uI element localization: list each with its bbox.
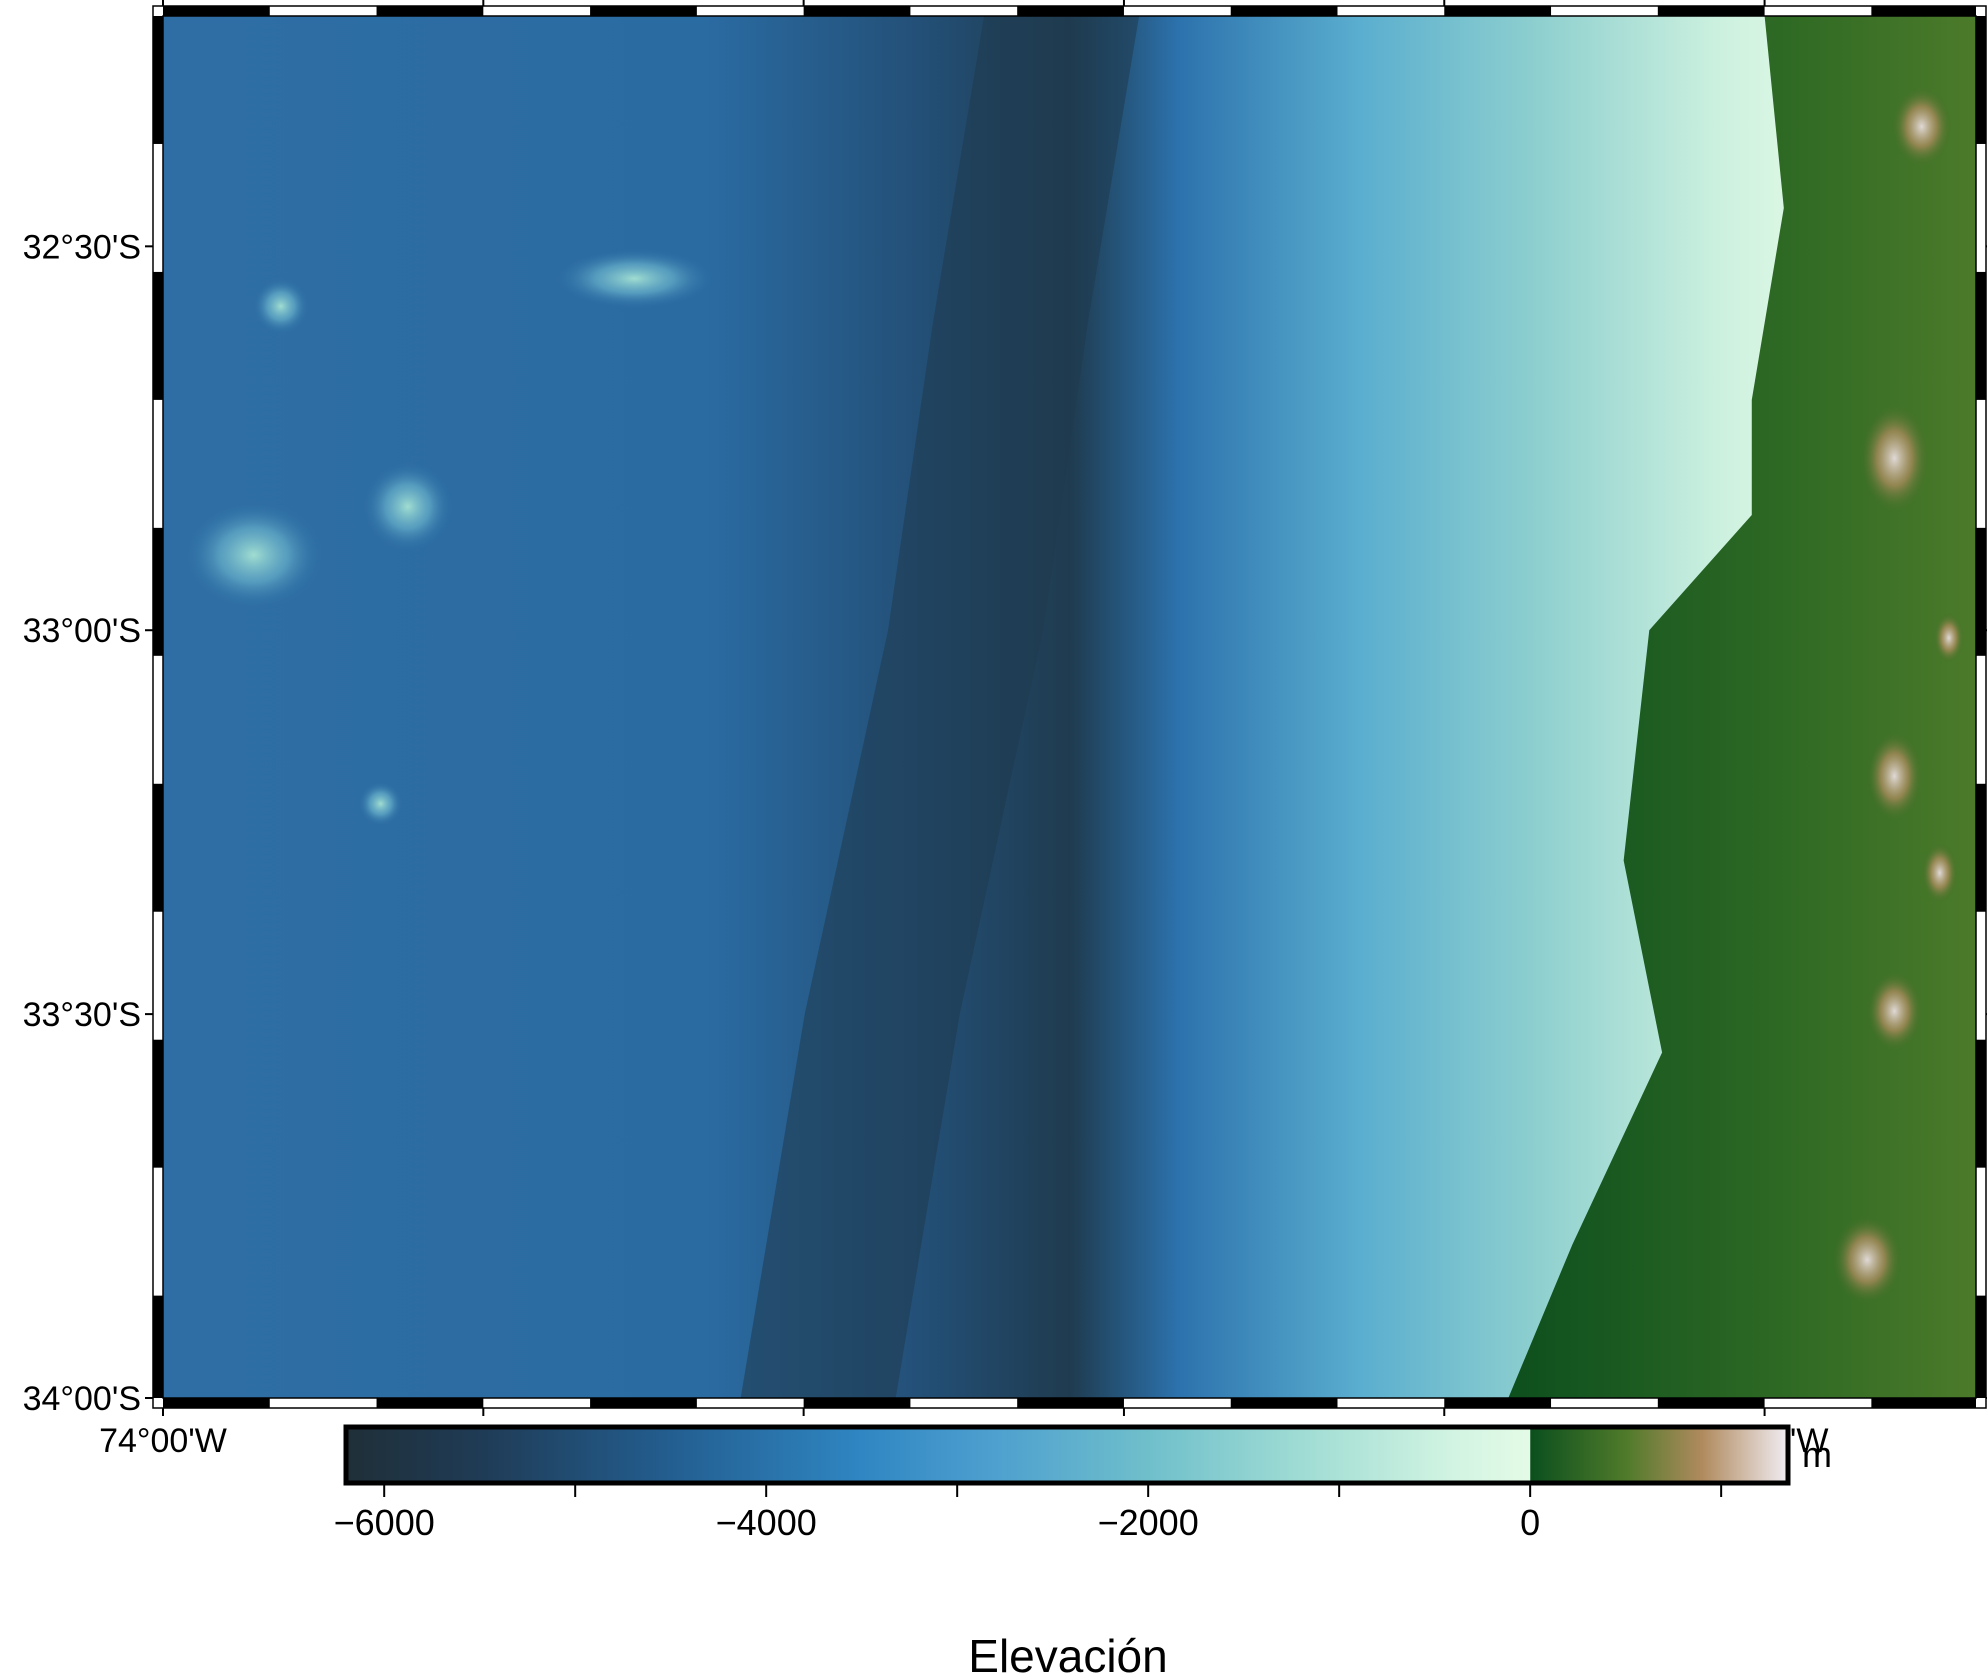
- y-tick-label: 33°30'S: [23, 996, 141, 1034]
- colorbar-tick-label: −4000: [716, 1502, 817, 1543]
- frame-band-top: [803, 6, 911, 16]
- frame-band-bottom: [1017, 1398, 1124, 1408]
- y-tick-label: 32°30'S: [23, 228, 141, 266]
- frame-band-bottom: [163, 1398, 270, 1408]
- frame-band-left: [153, 783, 163, 912]
- frame-band-bottom: [1657, 1398, 1765, 1408]
- frame-band-bottom: [803, 1398, 911, 1408]
- frame-band-left: [153, 271, 163, 400]
- mountain-highlights: [1832, 86, 1964, 1305]
- frame-band-bottom: [376, 1398, 484, 1408]
- frame-band-top: [590, 6, 697, 16]
- frame-band-top: [1444, 6, 1552, 16]
- y-tick-label: 33°00'S: [23, 612, 141, 650]
- colorbar-unit: m: [1802, 1434, 1832, 1475]
- frame-band-right: [1976, 1295, 1986, 1398]
- colorbar-frame: [343, 1424, 1791, 1486]
- frame-band-right: [1976, 271, 1986, 400]
- map-frame: [152, 5, 1987, 1409]
- mountain-peak-highlight: [1832, 1214, 1903, 1305]
- seamount-glow: [362, 461, 453, 552]
- frame-band-top: [376, 6, 484, 16]
- colorbar: −6000 −4000 −2000 0 m Elevación: [334, 1424, 1832, 1680]
- y-axis: 32°30'S 33°00'S 33°30'S 34°00'S: [23, 228, 1987, 1418]
- frame-band-bottom: [590, 1398, 697, 1408]
- colorbar-tick-label: 0: [1520, 1502, 1540, 1543]
- mountain-peak-highlight: [1921, 842, 1958, 903]
- seamount-group: [183, 248, 715, 826]
- mountain-peak-highlight: [1891, 86, 1952, 167]
- frame-band-left: [153, 1295, 163, 1398]
- colorbar-scale: [346, 1427, 1788, 1483]
- frame-band-top: [1230, 6, 1338, 16]
- frame-band-top: [1017, 6, 1124, 16]
- y-tick-label: 34°00'S: [23, 1380, 141, 1418]
- map-panel: [163, 16, 1976, 1398]
- frame-band-bottom: [1871, 1398, 1976, 1408]
- mountain-peak-highlight: [1933, 612, 1964, 663]
- trench-deep: [740, 16, 1140, 1398]
- seamount-glow: [358, 781, 403, 826]
- colorbar-ticks: −6000 −4000 −2000 0: [334, 1483, 1723, 1543]
- seamount-glow: [554, 248, 715, 309]
- colorbar-tick-label: −6000: [334, 1502, 435, 1543]
- land-area: [1508, 16, 1976, 1398]
- frame-band-right: [1976, 527, 1986, 656]
- seamount-glow: [183, 499, 324, 610]
- frame-band-top: [163, 6, 270, 16]
- frame-band-bottom: [1230, 1398, 1338, 1408]
- frame-band-left: [153, 16, 163, 144]
- frame-band-right: [1976, 1039, 1986, 1168]
- frame-band-right: [1976, 783, 1986, 912]
- frame-band-top: [1871, 6, 1976, 16]
- frame-band-left: [153, 527, 163, 656]
- colorbar-tick-label: −2000: [1098, 1502, 1199, 1543]
- frame-band-left: [153, 1039, 163, 1168]
- frame-band-right: [1976, 16, 1986, 144]
- colorbar-title: Elevación: [968, 1630, 1167, 1680]
- frame-band-bottom: [1444, 1398, 1552, 1408]
- mountain-peak-highlight: [1866, 731, 1923, 822]
- mountain-peak-highlight: [1866, 971, 1923, 1052]
- x-tick-label: 74°00'W: [99, 1422, 227, 1460]
- mountain-peak-highlight: [1859, 403, 1930, 514]
- frame-band-top: [1657, 6, 1765, 16]
- seamount-glow: [252, 278, 309, 335]
